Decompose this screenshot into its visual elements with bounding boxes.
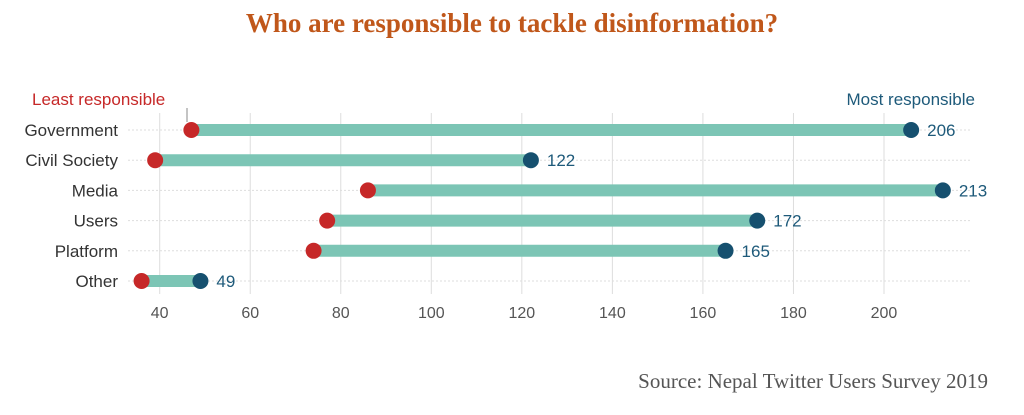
most-responsible-dot	[717, 242, 734, 259]
most-responsible-dot	[522, 152, 539, 169]
x-tick-label: 140	[599, 305, 626, 322]
labels: 40 60 80 100 120 140 160 180 200 Government 206 Civ…	[24, 121, 987, 322]
x-tick-label: 120	[508, 305, 535, 322]
x-tick-label: 60	[241, 305, 259, 322]
most-responsible-dot	[934, 182, 951, 199]
least-responsible-dot	[319, 212, 336, 229]
most-value-label: 49	[216, 272, 235, 291]
x-tick-label: 160	[690, 305, 717, 322]
most-responsible-dot	[903, 122, 920, 138]
least-responsible-dot	[359, 182, 376, 199]
category-label: Government	[24, 121, 118, 140]
legend-most-responsible: Most responsible	[846, 90, 975, 109]
x-tick-label: 100	[418, 305, 445, 322]
most-value-label: 206	[927, 121, 955, 140]
chart-title: Who are responsible to tackle disinforma…	[245, 8, 779, 38]
x-tick-label: 40	[151, 305, 169, 322]
category-label: Platform	[55, 242, 118, 261]
most-responsible-dot	[192, 273, 209, 289]
x-tick-label: 200	[871, 305, 898, 322]
least-responsible-dot	[147, 152, 164, 169]
category-label: Civil Society	[25, 151, 118, 170]
most-value-label: 165	[742, 242, 770, 261]
most-value-label: 172	[773, 212, 801, 231]
x-tick-label: 80	[332, 305, 350, 322]
dots	[133, 122, 951, 289]
category-label: Other	[75, 272, 118, 291]
category-label: Media	[72, 181, 119, 200]
most-value-label: 213	[959, 181, 987, 200]
category-label: Users	[74, 212, 118, 231]
x-tick-label: 180	[780, 305, 807, 322]
most-responsible-dot	[749, 212, 766, 229]
bars	[141, 124, 943, 287]
least-responsible-dot	[133, 273, 150, 289]
source-note: Source: Nepal Twitter Users Survey 2019	[638, 369, 988, 393]
least-responsible-dot	[183, 122, 200, 138]
most-value-label: 122	[547, 151, 575, 170]
legend-least-responsible: Least responsible	[32, 90, 165, 109]
least-responsible-dot	[305, 242, 322, 259]
